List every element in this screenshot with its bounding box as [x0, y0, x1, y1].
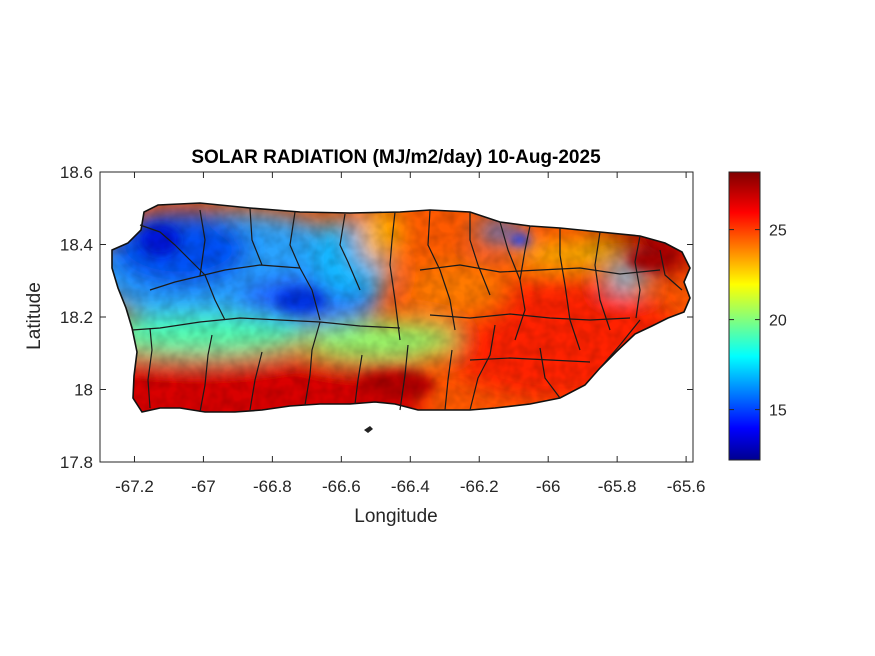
y-tick-label: 18.4 [60, 236, 93, 255]
x-tick-label: -65.6 [667, 477, 706, 496]
y-tick-label: 17.8 [60, 453, 93, 472]
y-tick-label: 18.6 [60, 163, 93, 182]
x-tick-label: -66.2 [460, 477, 499, 496]
x-tick-label: -66.8 [253, 477, 292, 496]
colorbar-tick-label: 15 [769, 403, 787, 420]
y-tick-label: 18 [74, 381, 93, 400]
x-tick-label: -67.2 [115, 477, 154, 496]
colorbar-tick-label: 20 [769, 313, 787, 330]
radiation-field [112, 203, 690, 412]
x-tick-label: -66.6 [322, 477, 361, 496]
colorbar [728, 171, 761, 461]
municipal-boundaries [131, 207, 683, 413]
x-tick-label: -66 [536, 477, 561, 496]
x-tick-label: -66.4 [391, 477, 430, 496]
x-axis-title: Longitude [354, 506, 437, 527]
x-tick-label: -65.8 [598, 477, 637, 496]
colorbar-tick-label: 25 [769, 223, 787, 240]
map-title: SOLAR RADIATION (MJ/m2/day) 10-Aug-2025 [191, 147, 601, 168]
y-axis-title: Latitude [24, 282, 45, 350]
caja-de-muertos-island [364, 426, 373, 433]
y-tick-label: 18.2 [60, 308, 93, 327]
colorbar-ticks: 15 20 25 [729, 223, 787, 420]
x-tick-label: -67 [191, 477, 216, 496]
axis-ticks: -67.2 -67 -66.8 -66.6 -66.4 -66.2 -66 -65.8 -65.… [60, 163, 706, 496]
